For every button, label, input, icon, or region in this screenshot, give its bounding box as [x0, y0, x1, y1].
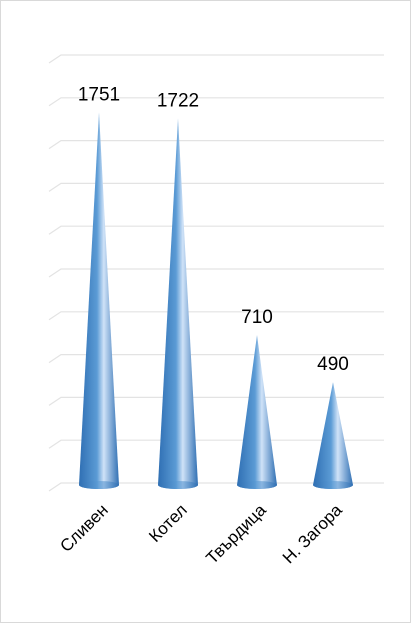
cone-bar — [237, 335, 277, 489]
category-label: Сливен — [56, 500, 111, 555]
gridline — [48, 354, 384, 364]
cone-base — [237, 481, 277, 489]
category-tick-labels: Сливен Котел Твърдица Н. Загора — [56, 500, 346, 568]
bars — [79, 112, 353, 489]
cone-bar — [79, 112, 119, 489]
data-label: 1751 — [78, 84, 120, 105]
gridline — [48, 225, 384, 235]
data-label: 1722 — [157, 90, 199, 111]
data-labels: 1751 1722 710 490 — [78, 84, 349, 375]
gridline — [48, 54, 384, 64]
cone-bar — [313, 382, 353, 489]
cone-bar — [158, 118, 198, 489]
cone-base — [158, 481, 198, 489]
category-label: Твърдица — [202, 500, 270, 568]
data-label: 490 — [317, 354, 349, 375]
data-label: 710 — [241, 307, 273, 328]
category-label: Котел — [145, 500, 191, 546]
cone-base — [79, 481, 119, 489]
gridline — [48, 140, 384, 150]
category-label: Н. Загора — [279, 500, 346, 567]
gridline — [48, 268, 384, 278]
gridline — [48, 182, 384, 192]
gridline — [48, 311, 384, 321]
gridlines — [48, 54, 384, 492]
gridline — [48, 439, 384, 449]
gridline — [48, 396, 384, 406]
cone-base — [313, 481, 353, 489]
gridline — [48, 97, 384, 107]
